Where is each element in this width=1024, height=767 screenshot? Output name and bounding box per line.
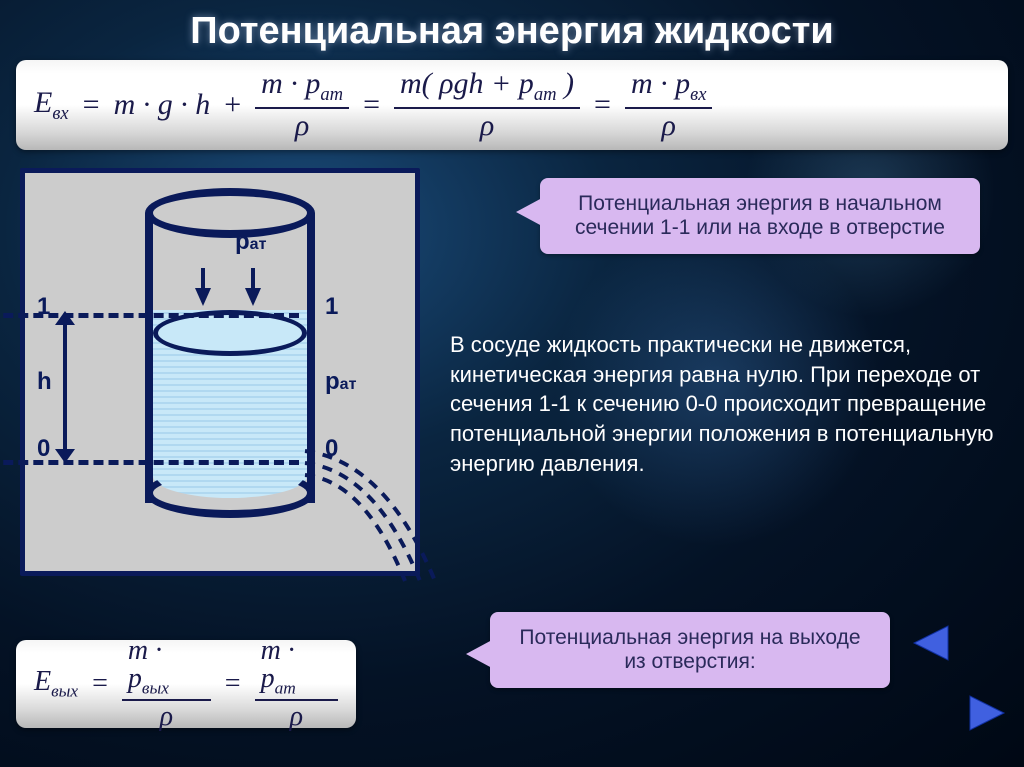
formula-evh: Eвх = m · g · h + m · pат ρ = m( ρgh + p… <box>34 69 712 141</box>
label-zero-left: 0 <box>37 435 50 463</box>
formula-bar-top: Eвх = m · g · h + m · pат ρ = m( ρgh + p… <box>16 60 1008 150</box>
body-paragraph: В сосуде жидкость практически не движетс… <box>450 330 1000 478</box>
pressure-arrow <box>195 288 211 306</box>
cylinder <box>145 188 315 518</box>
formula-evyh: Eвых = m · pвых ρ = m · pат ρ <box>34 637 338 731</box>
label-one-right: 1 <box>325 293 338 321</box>
callout-tail <box>466 640 492 668</box>
pressure-arrow <box>245 288 261 306</box>
prev-button[interactable] <box>908 620 954 666</box>
diagram-panel: рат 1 1 h 0 0 рат <box>20 168 420 576</box>
callout-exit: Потенциальная энергия на выходе из отвер… <box>490 612 890 688</box>
label-pat-top: рат <box>235 228 266 256</box>
callout-tail <box>516 198 542 226</box>
h-dim-line <box>63 315 67 459</box>
next-button[interactable] <box>964 690 1010 736</box>
h-dim-arrow-down <box>55 449 75 463</box>
page-title: Потенциальная энергия жидкости <box>0 0 1024 53</box>
label-pat-mid: рат <box>325 368 356 396</box>
label-h: h <box>37 368 52 396</box>
callout-section-1: Потенциальная энергия в начальном сечени… <box>540 178 980 254</box>
callout-text: Потенциальная энергия на выходе из отвер… <box>519 626 860 673</box>
formula-bar-bottom: Eвых = m · pвых ρ = m · pат ρ <box>16 640 356 728</box>
label-one-left: 1 <box>37 293 50 321</box>
h-dim-arrow-up <box>55 311 75 325</box>
callout-text: Потенциальная энергия в начальном сечени… <box>575 192 945 239</box>
